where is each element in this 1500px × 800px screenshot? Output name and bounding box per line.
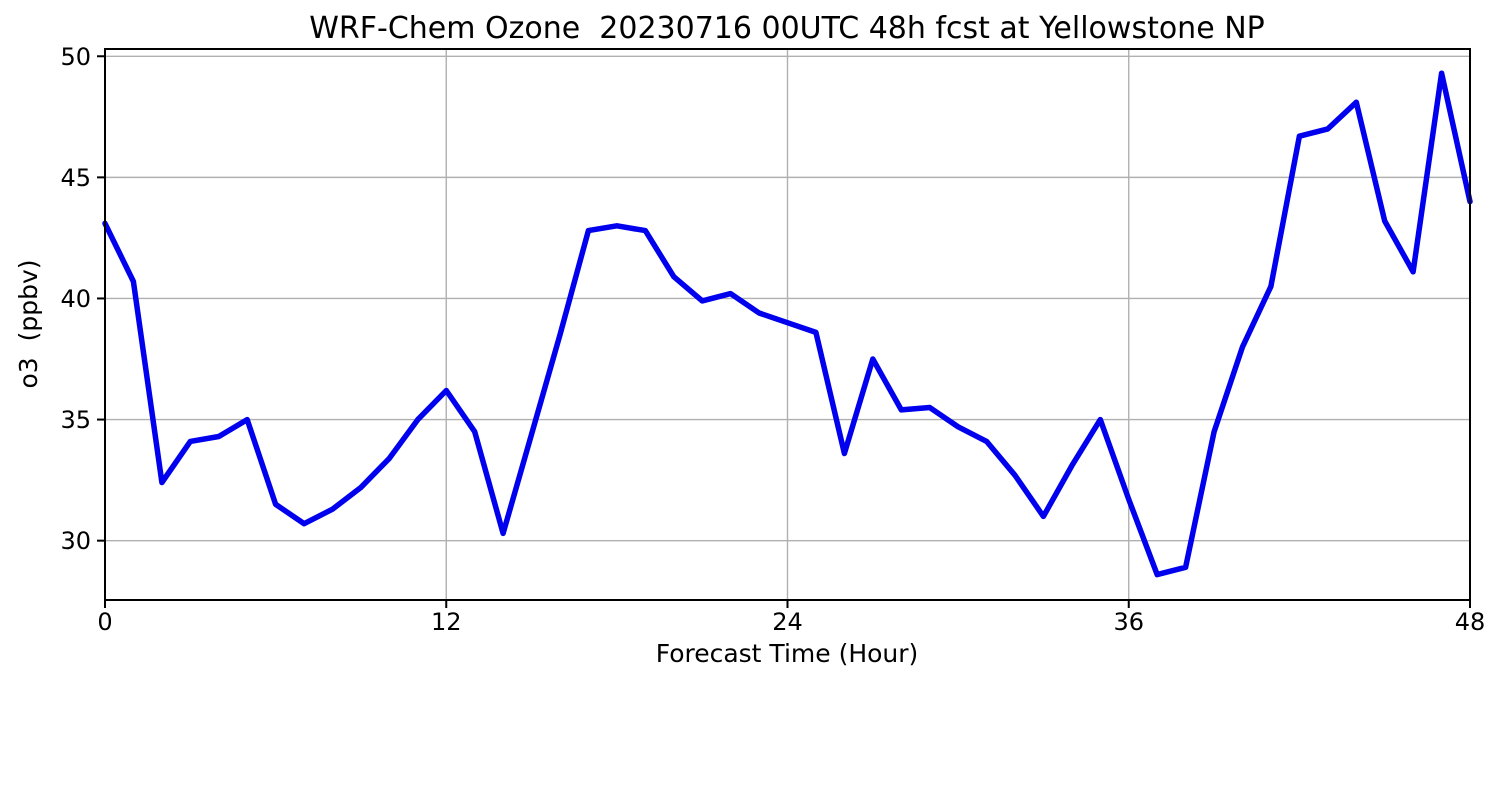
x-tick-label: 0 <box>97 608 112 636</box>
x-tick-label: 36 <box>1113 608 1144 636</box>
y-tick-label: 35 <box>60 406 91 434</box>
y-tick-label: 45 <box>60 164 91 192</box>
axis-ticks: 30 35 40 45 50 0 12 24 36 48 <box>60 43 1485 636</box>
y-tick-label: 40 <box>60 285 91 313</box>
chart-title: WRF-Chem Ozone 20230716 00UTC 48h fcst a… <box>309 11 1264 46</box>
ozone-line-series <box>102 70 1473 578</box>
y-tick-label: 50 <box>60 43 91 71</box>
x-tick-label: 12 <box>431 608 462 636</box>
y-tick-label: 30 <box>60 527 91 555</box>
y-axis-label: o3 (ppbv) <box>14 259 43 388</box>
x-axis-label: Forecast Time (Hour) <box>656 639 919 668</box>
x-tick-label: 48 <box>1455 608 1486 636</box>
x-tick-label: 24 <box>772 608 803 636</box>
